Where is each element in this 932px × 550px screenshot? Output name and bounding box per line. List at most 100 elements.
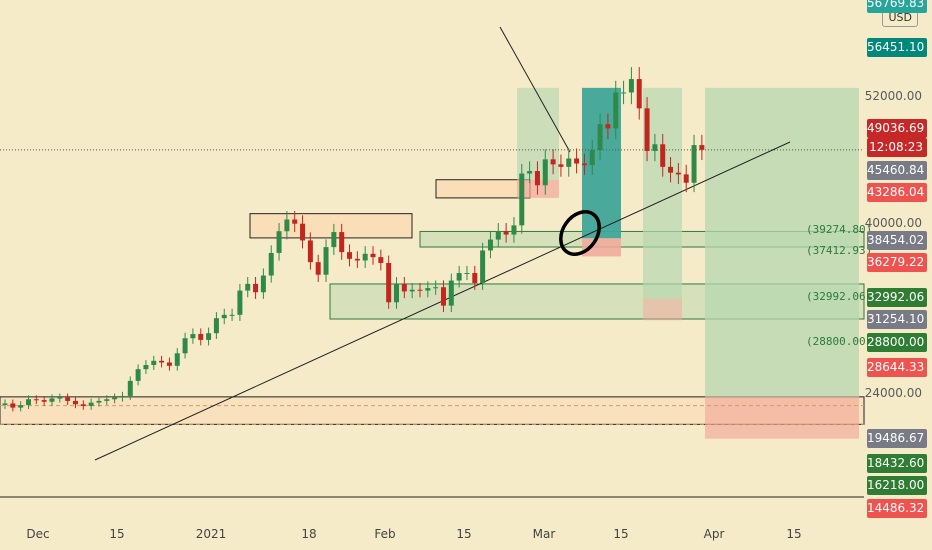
candle-body — [581, 163, 587, 166]
candle-body — [284, 219, 290, 232]
candle-body — [464, 273, 470, 275]
candle-body — [25, 399, 31, 406]
price-tag: 31254.10 — [867, 310, 927, 329]
candle-body — [237, 290, 243, 315]
candle-body — [245, 283, 251, 291]
candle-body — [104, 399, 110, 401]
candle-body — [96, 400, 102, 403]
candle-body — [18, 405, 24, 408]
candle-body — [206, 333, 212, 340]
candle-body — [88, 402, 94, 406]
candle-body — [409, 289, 415, 292]
price-tag: 19486.67 — [867, 429, 927, 448]
resistance-zone-jan — [249, 213, 413, 239]
position-stop-4 — [705, 396, 859, 439]
candle-body — [166, 362, 172, 366]
candle-body — [574, 158, 580, 164]
candle-body — [589, 150, 595, 166]
candle-body — [386, 262, 392, 303]
candle-body — [566, 158, 572, 167]
candle-body — [550, 159, 556, 165]
price-tick: 40000.00 — [864, 216, 922, 230]
candle-body — [315, 262, 321, 275]
candle-body — [49, 398, 55, 402]
candle-body — [691, 145, 697, 183]
candle-body — [472, 273, 478, 284]
candle-body — [503, 231, 509, 235]
level-label: (39274.80) — [806, 223, 873, 236]
price-tag: 32992.06 — [867, 288, 927, 307]
price-tag: 56451.10 — [867, 38, 927, 57]
price-tick: 52000.00 — [864, 89, 922, 103]
candle-body — [72, 400, 78, 405]
price-tag: 16218.00 — [867, 476, 927, 495]
highlight-ellipse — [559, 210, 601, 256]
candle-body — [675, 172, 681, 175]
candle-body — [527, 171, 533, 174]
candle-body — [495, 231, 501, 240]
candle-body — [347, 252, 353, 259]
price-tag: 45460.84 — [867, 161, 927, 180]
candle-body — [511, 225, 517, 235]
time-tick: 15 — [109, 527, 125, 541]
time-tick: 2021 — [195, 527, 227, 541]
position-target-4 — [705, 87, 859, 397]
time-tick: Apr — [703, 527, 725, 541]
candle-body — [65, 397, 71, 401]
price-tag: 56769.83 — [867, 0, 927, 13]
price-tick: 24000.00 — [864, 386, 922, 400]
candle-body — [440, 287, 446, 306]
candle-body — [613, 92, 619, 129]
candle-body — [119, 395, 125, 398]
candle-body — [190, 334, 196, 339]
candle-body — [229, 314, 235, 316]
candle-body — [394, 283, 399, 303]
price-tag: 12:08:23 — [867, 138, 927, 157]
level-label: (32992.06) — [806, 290, 873, 303]
candle-body — [260, 275, 266, 293]
position-target-1 — [517, 87, 559, 180]
candle-body — [433, 287, 439, 289]
candle-body — [605, 124, 611, 129]
candle-body — [628, 79, 634, 93]
candle-body — [331, 232, 337, 248]
candle-body — [182, 338, 188, 354]
candle-body — [292, 219, 298, 224]
time-tick: Feb — [374, 527, 396, 541]
candle-body — [135, 369, 141, 381]
candle-body — [323, 247, 329, 275]
candle-body — [112, 397, 118, 400]
candle-body — [57, 397, 63, 399]
candle-body — [276, 231, 282, 253]
candle-body — [300, 223, 306, 241]
candle-body — [417, 289, 423, 291]
candle-body — [683, 174, 689, 183]
price-tag: 28800.00 — [867, 333, 927, 352]
candle-body — [425, 288, 431, 291]
candle-body — [127, 380, 133, 396]
candle-body — [41, 400, 47, 402]
candle-body — [221, 314, 227, 319]
price-tag: 36279.22 — [867, 253, 927, 272]
candle-body — [487, 239, 493, 251]
candle-body — [534, 171, 540, 186]
candle-body — [621, 92, 627, 94]
candle-body — [542, 159, 548, 186]
candle-body — [198, 334, 204, 340]
candle-body — [159, 360, 165, 363]
time-tick: Dec — [26, 527, 50, 541]
price-tag: 43286.04 — [867, 183, 927, 202]
candle-body — [362, 253, 368, 261]
price-tag: 38454.02 — [867, 231, 927, 250]
candle-body — [370, 253, 376, 258]
time-tick: 18 — [301, 527, 317, 541]
candle-body — [636, 79, 642, 109]
price-tag: 18432.60 — [867, 454, 927, 473]
price-tag: 49036.69 — [867, 119, 927, 138]
level-label: (28800.00) — [806, 335, 873, 348]
descending-trendline — [499, 26, 571, 153]
time-tick: 15 — [456, 527, 472, 541]
candle-body — [699, 145, 705, 150]
